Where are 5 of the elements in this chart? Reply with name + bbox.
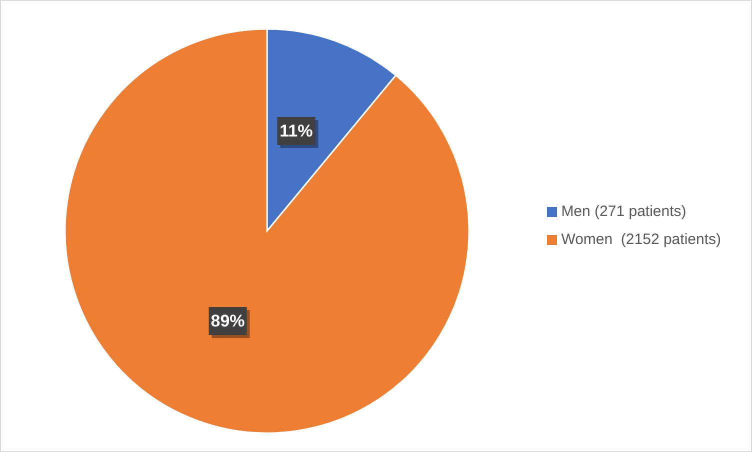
legend-label: Women (2152 patients) [561, 231, 721, 248]
pie-slice [64, 28, 470, 434]
data-label: 89% [210, 312, 245, 331]
legend-label: Men (271 patients) [561, 203, 686, 220]
data-label: 11% [280, 121, 313, 140]
